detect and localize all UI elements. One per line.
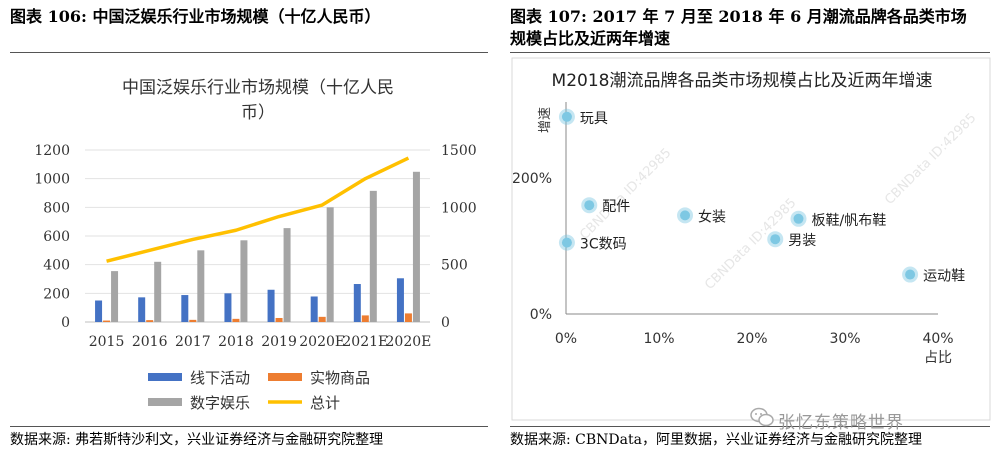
- scatter-x-tick-label: 0%: [555, 331, 577, 347]
- bar-实物商品-2015: [103, 320, 111, 322]
- scatter-point-label: 板鞋/帆布鞋: [812, 213, 887, 229]
- scatter-y-tick-label: 200%: [512, 171, 552, 187]
- scatter-point-label: 配件: [602, 199, 630, 215]
- left-source-note: 数据来源: 弗若斯特沙利文，兴业证券经济与金融研究院整理: [10, 432, 384, 448]
- right-chart-frame: [511, 57, 991, 421]
- bar-线下活动-2018: [224, 293, 232, 322]
- bar-线下活动-2020E: [310, 296, 318, 322]
- right-chart-title: M2018潮流品牌各品类市场规模占比及近两年增速: [552, 71, 933, 91]
- bar-数字娱乐-2018: [240, 240, 248, 322]
- legend-label-线下活动: 线下活动: [190, 369, 250, 387]
- scatter-point-板鞋/帆布鞋: [793, 213, 804, 224]
- scatter-x-axis-label: 占比: [924, 350, 952, 366]
- right-figure-caption: 图表 107: 2017 年 7 月至 2018 年 6 月潮流品牌各品类市场规…: [510, 7, 967, 48]
- scatter-point-男装: [770, 234, 781, 245]
- background-watermark: CBNData ID:42985: [577, 146, 674, 243]
- scatter-x-tick-label: 20%: [736, 331, 767, 347]
- scatter-x-tick-label: 30%: [829, 331, 860, 347]
- legend-label-总计: 总计: [310, 394, 340, 412]
- bar-线下活动-2021E: [353, 284, 361, 322]
- legend-swatch-数字娱乐: [148, 398, 182, 406]
- legend-swatch-实物商品: [268, 373, 302, 381]
- right-y-tick-label: 0: [441, 315, 450, 331]
- left-x-tick-label: 2019: [261, 334, 297, 350]
- left-y-tick-label: 600: [43, 229, 70, 245]
- bar-线下活动-2016: [138, 297, 146, 322]
- bar-线下活动-2020E: [396, 278, 404, 322]
- left-x-tick-label: 2021E: [342, 334, 388, 350]
- left-chart-title-line1: 中国泛娱乐行业市场规模（十亿人民: [122, 78, 394, 98]
- bar-数字娱乐-2015: [111, 271, 119, 322]
- background-watermark: CBNData ID:42985: [882, 111, 979, 208]
- scatter-point-3C数码: [561, 237, 572, 248]
- right-top-rule: [510, 52, 990, 53]
- left-figure-caption: 图表 106: 中国泛娱乐行业市场规模（十亿人民币）: [10, 7, 381, 26]
- bar-线下活动-2017: [181, 295, 189, 322]
- scatter-point-运动鞋: [905, 269, 916, 280]
- right-y-tick-label: 1500: [441, 143, 477, 159]
- left-y-tick-label: 400: [43, 258, 70, 274]
- scatter-x-tick-label: 40%: [922, 331, 953, 347]
- legend-swatch-线下活动: [148, 373, 182, 381]
- scatter-point-label: 男装: [788, 233, 816, 249]
- scatter-x-tick-label: 10%: [643, 331, 674, 347]
- left-y-tick-label: 1000: [34, 172, 70, 188]
- bar-线下活动-2019: [267, 289, 275, 322]
- scatter-point-label: 运动鞋: [923, 269, 965, 285]
- bar-实物商品-2016: [146, 320, 154, 322]
- left-y-tick-label: 800: [43, 200, 70, 216]
- left-bottom-rule: [10, 426, 488, 427]
- bar-数字娱乐-2019: [283, 228, 291, 322]
- right-source-note: 数据来源: CBNData，阿里数据，兴业证券经济与金融研究院整理: [510, 432, 922, 448]
- line-series-total: [106, 156, 410, 263]
- legend-label-数字娱乐: 数字娱乐: [190, 394, 250, 412]
- right-bottom-rule: [510, 426, 990, 427]
- left-y-tick-label: 200: [43, 286, 70, 302]
- scatter-point-label: 玩具: [580, 111, 608, 127]
- scatter-point-配件: [584, 200, 595, 211]
- left-x-tick-label: 2020E: [386, 334, 432, 350]
- account-watermark: 张忆东策略世界: [778, 413, 904, 433]
- right-y-tick-label: 500: [441, 258, 468, 274]
- scatter-point-女装: [680, 210, 691, 221]
- legend-label-实物商品: 实物商品: [310, 369, 370, 387]
- bar-数字娱乐-2021E: [369, 190, 377, 322]
- bar-数字娱乐-2016: [154, 261, 162, 322]
- left-x-tick-label: 2018: [218, 334, 254, 350]
- scatter-point-label: 3C数码: [580, 237, 627, 253]
- bar-实物商品-2018: [232, 318, 240, 322]
- bar-数字娱乐-2020E: [326, 207, 334, 322]
- scatter-point-label: 女装: [698, 208, 726, 225]
- left-x-tick-label: 2017: [175, 334, 211, 350]
- left-chart-title-line2: 币）: [241, 103, 275, 123]
- bar-数字娱乐-2017: [197, 250, 205, 322]
- bar-实物商品-2020E: [318, 316, 326, 322]
- bar-实物商品-2021E: [361, 315, 369, 322]
- left-x-tick-label: 2020E: [299, 334, 345, 350]
- left-y-tick-label: 0: [61, 315, 70, 331]
- scatter-y-tick-label: 0%: [530, 307, 552, 323]
- left-top-rule: [10, 52, 488, 53]
- bar-实物商品-2020E: [404, 313, 412, 322]
- scatter-y-axis-label: 增速: [538, 107, 553, 133]
- bar-实物商品-2017: [189, 319, 197, 322]
- bar-数字娱乐-2020E: [412, 171, 420, 322]
- left-y-tick-label: 1200: [34, 143, 70, 159]
- bar-实物商品-2019: [275, 317, 283, 322]
- right-y-tick-label: 1000: [441, 200, 477, 216]
- bar-线下活动-2015: [95, 300, 103, 322]
- wechat-icon: [750, 407, 774, 427]
- left-x-tick-label: 2015: [89, 334, 125, 350]
- scatter-point-玩具: [561, 111, 572, 122]
- left-x-tick-label: 2016: [132, 334, 168, 350]
